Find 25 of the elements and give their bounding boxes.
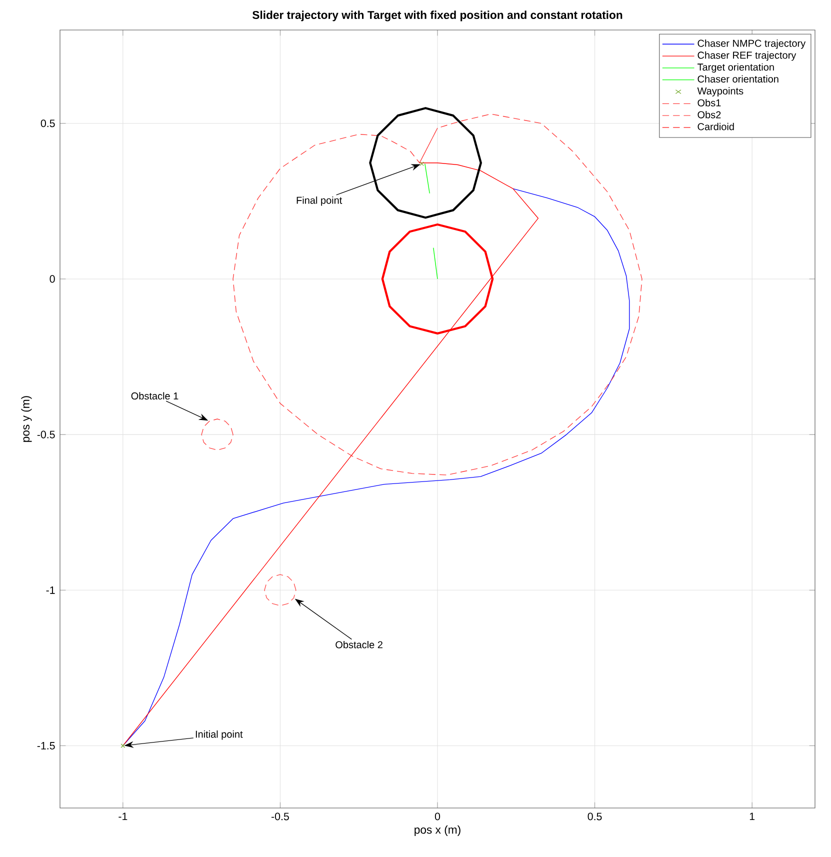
annotation: Final point [296, 196, 342, 206]
y-tick-label: -1 [46, 586, 55, 594]
x-tick-label: 0 [434, 812, 440, 820]
legend-label: Waypoints [697, 87, 744, 96]
annotation: Initial point [196, 730, 243, 740]
y-tick-label: -1.5 [37, 742, 55, 750]
y-tick-label: 0.5 [40, 120, 55, 128]
legend-label: Chaser NMPC trajectory [698, 40, 806, 49]
annotation: Obstacle 2 [336, 640, 382, 648]
legend-label: Target orientation [697, 63, 774, 73]
x-tick-label: -1 [118, 812, 128, 820]
legend-label: Chaser REF trajectory [698, 51, 796, 61]
annotation: Obstacle 1 [131, 392, 178, 400]
legend-label: Obs2 [698, 110, 721, 118]
x-tick-label: -0.5 [271, 812, 289, 820]
legend-label: Chaser orientation [698, 75, 778, 83]
y-tick-label: 0 [50, 275, 55, 283]
x-tick-label: 0.5 [588, 812, 602, 820]
chart-title: Slider trajectory with Target with fixed position and constant rotation [252, 10, 622, 22]
x-tick-label: 1 [750, 812, 755, 820]
y-axis-title: pos y (m) [21, 396, 32, 442]
legend-label: Cardioid [698, 122, 734, 130]
x-axis-title: pos x (m) [414, 825, 460, 836]
legend-label: Obs1 [698, 99, 721, 106]
y-tick-label: -0.5 [37, 430, 55, 438]
